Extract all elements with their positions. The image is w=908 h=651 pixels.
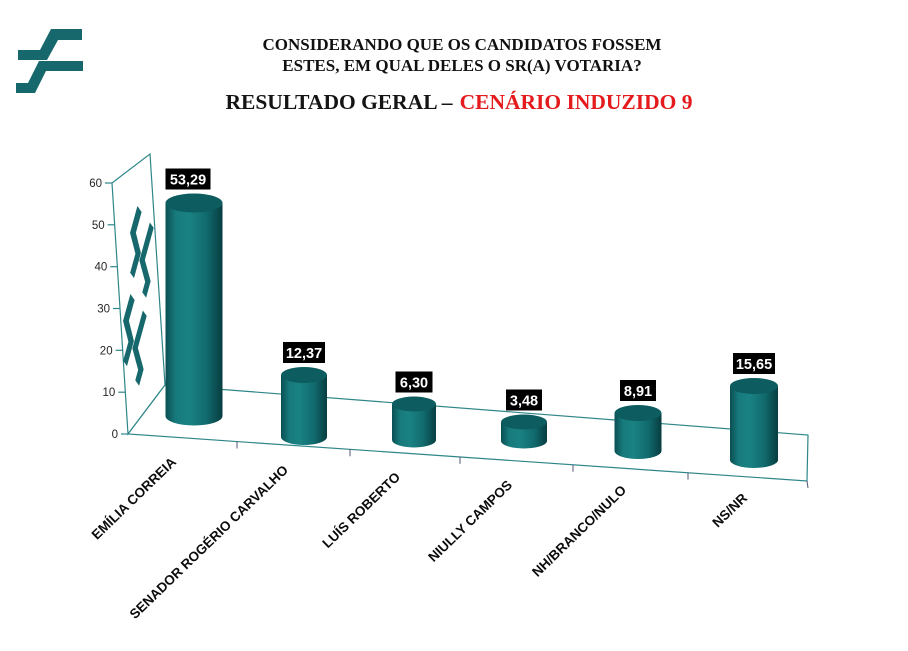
bar-series — [165, 193, 778, 468]
category-label: EMÍLIA CORREIA — [89, 454, 180, 542]
value-labels: 53,29 12,37 6,30 3,48 8,91 15,65 — [165, 168, 775, 411]
subtitle-red: CENÁRIO INDUZIDO 9 — [459, 90, 693, 114]
value-label: 3,48 — [506, 389, 542, 411]
institute-logo — [6, 8, 116, 109]
y-axis-label: 10 — [103, 387, 116, 399]
y-axis-ticks — [105, 182, 128, 435]
bar-cylinder-luis-roberto — [392, 396, 436, 448]
bar-cylinder-senador-rogerio-carvalho — [281, 367, 327, 445]
question-title: CONSIDERANDO QUE OS CANDIDATOS FOSSEM ES… — [8, 34, 908, 76]
value-label: 6,30 — [395, 371, 433, 393]
bar-cylinder-niully-campos — [501, 414, 547, 449]
category-label: NS/NR — [709, 490, 750, 530]
category-label: NH/BRANCO/NULO — [529, 482, 629, 579]
x-axis-ticks — [236, 441, 809, 489]
value-label: 53,29 — [165, 168, 211, 190]
value-label-text: 12,37 — [286, 346, 322, 362]
y-axis-label: 60 — [89, 178, 102, 190]
value-label: 12,37 — [283, 342, 325, 363]
institute-logo-icon — [16, 29, 83, 93]
category-labels: EMÍLIA CORREIA SENADOR ROGÉRIO CARVALHO … — [89, 454, 751, 622]
y-axis-label: 20 — [100, 345, 113, 357]
y-axis-label: 30 — [97, 304, 110, 316]
y-axis-label: 40 — [95, 262, 108, 274]
subtitle-black: RESULTADO GERAL – — [225, 90, 453, 114]
category-label: NIULLY CAMPOS — [425, 477, 515, 564]
category-label: LUÍS ROBERTO — [319, 469, 403, 550]
value-label-text: 6,30 — [400, 376, 428, 392]
y-axis-labels: 0 10 20 30 40 50 60 — [89, 178, 118, 441]
scenario-subtitle: RESULTADO GERAL – CENÁRIO INDUZIDO 9 — [5, 90, 908, 115]
bar-cylinder-ns-nr — [730, 378, 778, 468]
bar-cylinder-nh-branco-nulo — [614, 405, 662, 459]
question-title-line2: ESTES, EM QUAL DELES O SR(A) VOTARIA? — [282, 56, 642, 75]
value-label: 15,65 — [733, 353, 775, 374]
y-axis-label: 0 — [112, 429, 118, 441]
bar-cylinder-emilia-correia — [165, 193, 223, 426]
value-label-text: 15,65 — [736, 357, 772, 373]
value-label-text: 8,91 — [624, 384, 652, 400]
y-axis-label: 50 — [92, 220, 105, 232]
value-label: 8,91 — [620, 380, 656, 401]
question-title-line1: CONSIDERANDO QUE OS CANDIDATOS FOSSEM — [262, 35, 662, 54]
value-label-text: 53,29 — [170, 173, 206, 189]
chart-floor — [126, 384, 809, 482]
value-label-text: 3,48 — [510, 394, 538, 410]
